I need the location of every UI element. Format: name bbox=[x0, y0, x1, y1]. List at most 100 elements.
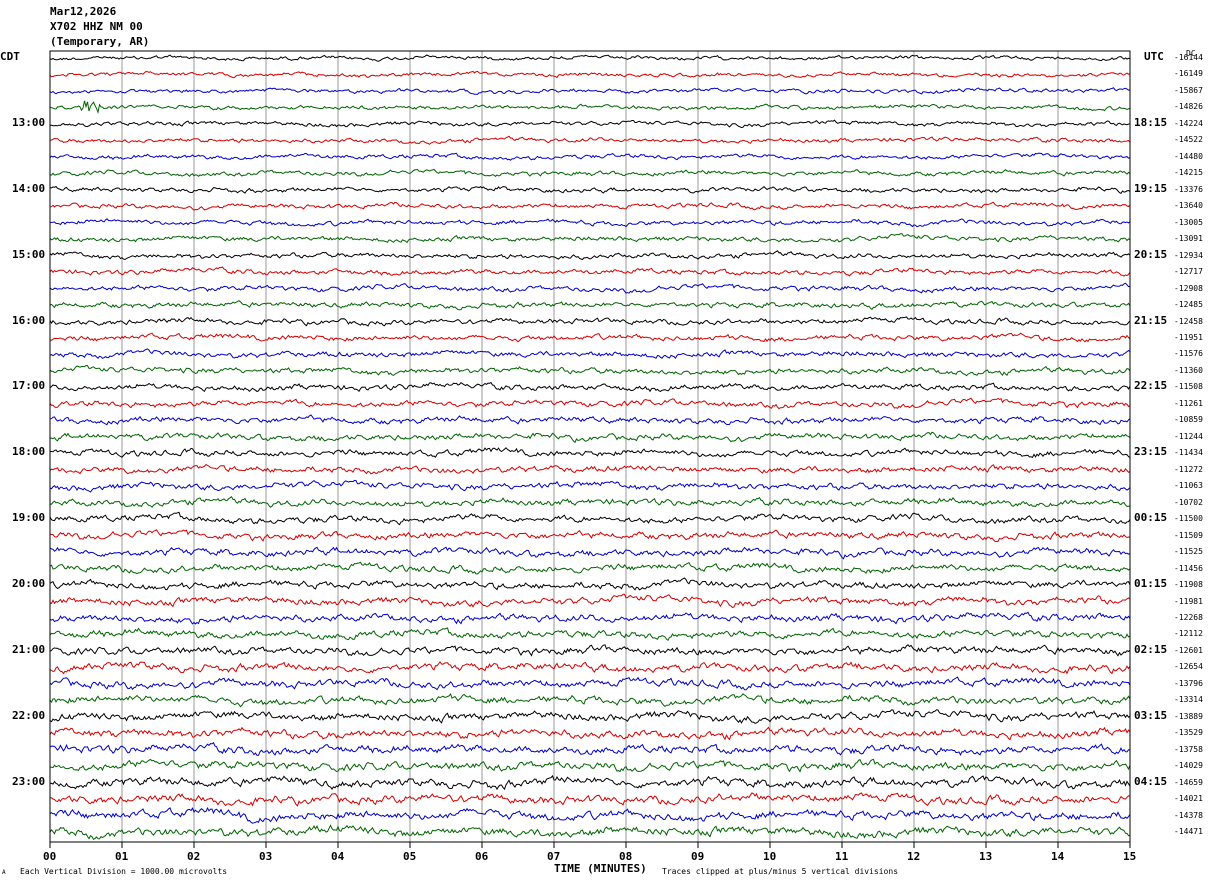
dc-offset-value: -14029 bbox=[1174, 761, 1203, 771]
clip-note: Traces clipped at plus/minus 5 vertical … bbox=[662, 867, 899, 876]
trace-row bbox=[49, 709, 1131, 724]
dc-offset-value: -13091 bbox=[1174, 234, 1203, 244]
dc-offset-value: -13796 bbox=[1174, 678, 1203, 688]
dc-offset-value: -12458 bbox=[1174, 316, 1203, 326]
trace-row bbox=[49, 87, 1130, 95]
trace-row bbox=[49, 661, 1131, 675]
minute-gridlines bbox=[121, 51, 1059, 842]
dc-offset-value: -14224 bbox=[1174, 118, 1203, 128]
x-tick-label: 11 bbox=[835, 850, 849, 863]
x-tick-label: 04 bbox=[331, 850, 345, 863]
dc-offset-value: -11063 bbox=[1174, 481, 1203, 491]
left-timezone-label: CDT bbox=[0, 50, 20, 63]
x-tick-label: 08 bbox=[619, 850, 633, 863]
dc-offset-value: -11500 bbox=[1174, 514, 1203, 524]
utc-hour-label: 21:15 bbox=[1134, 313, 1168, 327]
trace-row bbox=[49, 70, 1131, 79]
trace-row bbox=[49, 644, 1131, 657]
dc-offset-value: -13529 bbox=[1174, 728, 1203, 738]
trace-row bbox=[49, 266, 1131, 277]
dc-offset-value: -13889 bbox=[1174, 711, 1203, 721]
dc-offset-value: -15867 bbox=[1174, 85, 1203, 95]
x-tick-label: 13 bbox=[979, 850, 993, 863]
trace-row bbox=[49, 119, 1131, 129]
trace-row bbox=[49, 495, 1131, 508]
trace-row bbox=[49, 511, 1131, 526]
trace-row bbox=[49, 414, 1131, 426]
plot-frame bbox=[49, 50, 1131, 843]
trace-row bbox=[49, 792, 1131, 807]
dc-offset-value: -14471 bbox=[1174, 827, 1203, 837]
x-tick-label: 14 bbox=[1051, 850, 1065, 863]
dc-offset-value: -11576 bbox=[1174, 349, 1203, 359]
trace-row bbox=[49, 593, 1131, 609]
dc-offset-value: -11908 bbox=[1174, 580, 1203, 590]
x-tick-label: 06 bbox=[475, 850, 489, 863]
dc-offset-value: -11509 bbox=[1174, 530, 1203, 540]
trace-row bbox=[49, 233, 1131, 244]
dc-offset-value: -11272 bbox=[1174, 464, 1203, 474]
trace-row bbox=[49, 300, 1131, 311]
trace-row bbox=[49, 463, 1131, 475]
dc-offset-value: -12908 bbox=[1174, 283, 1203, 293]
utc-hour-label: 01:15 bbox=[1134, 577, 1168, 591]
x-axis-title: TIME (MINUTES) bbox=[554, 862, 647, 875]
cdt-hour-label: 22:00 bbox=[12, 708, 46, 722]
trace-row bbox=[49, 397, 1131, 410]
trace-row bbox=[49, 185, 1131, 195]
dc-offset-value: -11456 bbox=[1174, 563, 1203, 573]
dc-offset-value: -12485 bbox=[1174, 300, 1203, 310]
dc-offset-value: -11508 bbox=[1174, 382, 1203, 392]
trace-row bbox=[49, 824, 1131, 840]
dc-offset-value: -14826 bbox=[1174, 102, 1203, 112]
trace-row bbox=[49, 381, 1131, 393]
trace-row bbox=[49, 611, 1131, 625]
trace-row bbox=[49, 152, 1131, 161]
trace-row bbox=[49, 282, 1131, 294]
trace-row bbox=[49, 726, 1131, 741]
trace-row bbox=[49, 546, 1131, 560]
dc-offset-value: -16149 bbox=[1174, 69, 1203, 79]
trace-row bbox=[49, 774, 1131, 791]
trace-row bbox=[49, 201, 1131, 211]
trace-row bbox=[49, 316, 1131, 327]
trace-row bbox=[49, 168, 1131, 178]
x-tick-label: 07 bbox=[547, 850, 561, 863]
utc-hour-label: 02:15 bbox=[1134, 642, 1168, 656]
x-tick-label: 12 bbox=[907, 850, 921, 863]
trace-row bbox=[49, 741, 1131, 757]
dc-offset-header: DC bbox=[1186, 49, 1196, 58]
dc-offset-value: -11434 bbox=[1174, 448, 1203, 458]
trace-row bbox=[49, 218, 1131, 228]
x-tick-label: 03 bbox=[259, 850, 273, 863]
dc-offset-value: -11360 bbox=[1174, 365, 1203, 375]
cdt-hour-label: 19:00 bbox=[12, 511, 46, 525]
dc-offset-value: -13005 bbox=[1174, 217, 1203, 227]
utc-hour-label: 22:15 bbox=[1134, 379, 1168, 393]
dc-offset-value: -11525 bbox=[1174, 547, 1203, 557]
trace-row bbox=[49, 627, 1131, 642]
cdt-hour-label: 13:00 bbox=[12, 115, 46, 129]
x-tick-label: 09 bbox=[691, 850, 705, 863]
dc-offset-value: -14378 bbox=[1174, 810, 1203, 820]
x-tick-label: 10 bbox=[763, 850, 777, 863]
dc-offset-value: -12268 bbox=[1174, 612, 1203, 622]
cdt-hour-label: 16:00 bbox=[12, 313, 46, 327]
dc-offset-value: -14659 bbox=[1174, 777, 1203, 787]
dc-offset-value: -14021 bbox=[1174, 794, 1203, 804]
header-station: X702 HHZ NM 00 bbox=[50, 20, 143, 33]
header-network: (Temporary, AR) bbox=[50, 35, 150, 48]
dc-offset-value: -12601 bbox=[1174, 645, 1203, 655]
trace-row bbox=[49, 348, 1131, 360]
corner-mark: A bbox=[2, 869, 6, 876]
trace-row bbox=[49, 758, 1131, 773]
cdt-hour-label: 20:00 bbox=[12, 577, 46, 591]
scale-note: Each Vertical Division = 1000.00 microvo… bbox=[20, 867, 228, 876]
trace-row bbox=[49, 561, 1131, 575]
dc-offset-value: -11951 bbox=[1174, 332, 1203, 342]
cdt-hour-label: 15:00 bbox=[12, 247, 46, 261]
cdt-hour-label: 14:00 bbox=[12, 181, 46, 195]
utc-hour-label: 04:15 bbox=[1134, 774, 1168, 788]
dc-offset-value: -12112 bbox=[1174, 629, 1203, 639]
utc-hour-label: 18:15 bbox=[1134, 115, 1168, 129]
